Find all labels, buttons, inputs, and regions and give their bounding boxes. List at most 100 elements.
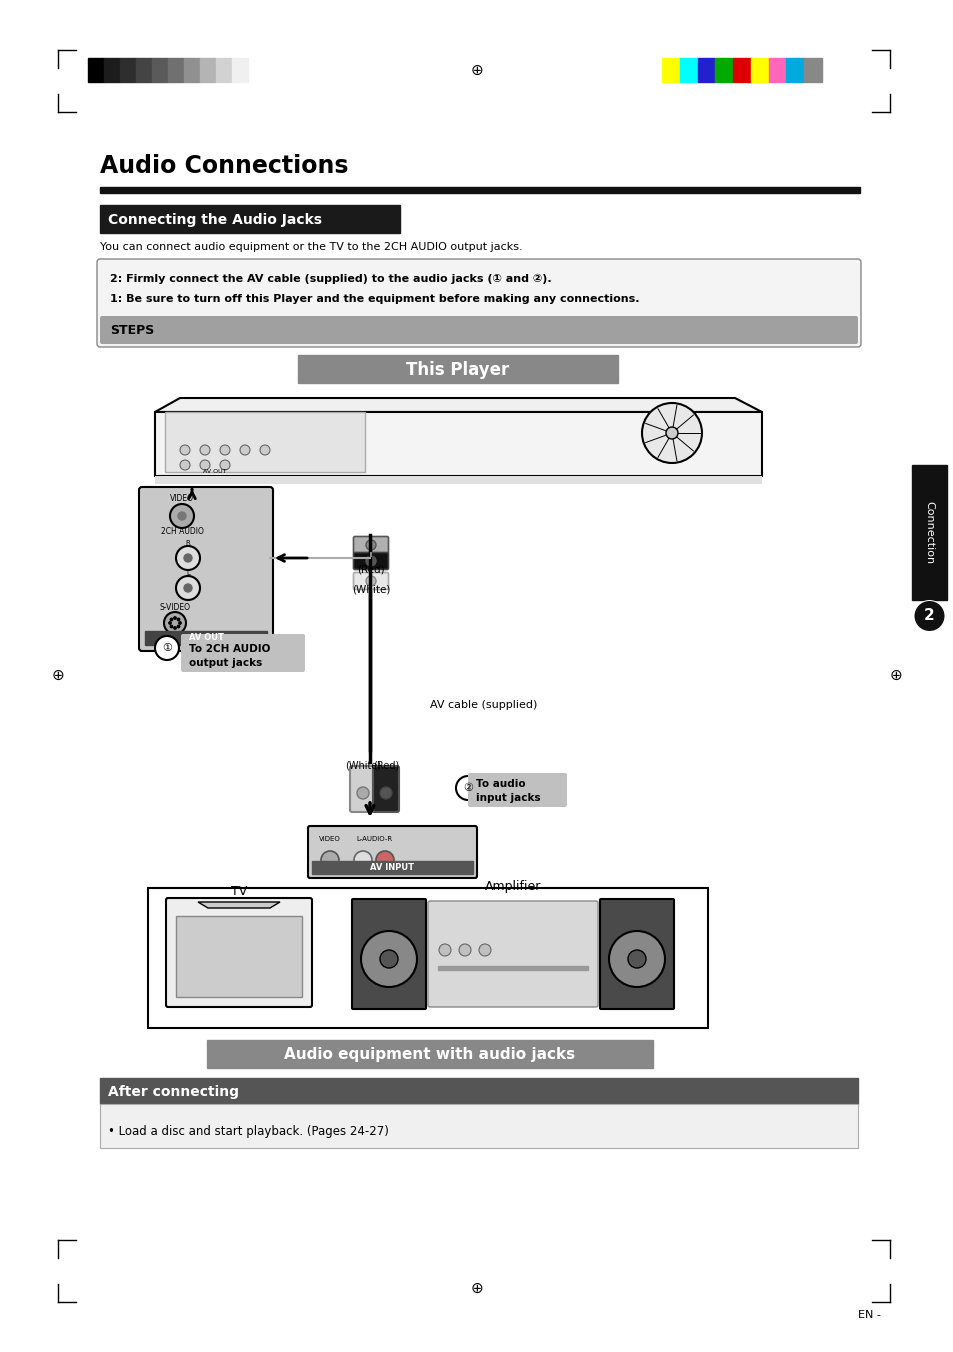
Text: (Red): (Red) <box>373 760 398 771</box>
Circle shape <box>356 787 369 799</box>
Bar <box>100 1078 857 1105</box>
Circle shape <box>379 787 392 799</box>
Circle shape <box>184 554 192 562</box>
Polygon shape <box>154 397 761 412</box>
Text: Amplifier: Amplifier <box>484 880 540 894</box>
Circle shape <box>177 626 179 627</box>
Circle shape <box>175 546 200 571</box>
FancyBboxPatch shape <box>139 487 273 652</box>
Bar <box>768 58 785 82</box>
Text: ⊕: ⊕ <box>470 62 483 77</box>
Circle shape <box>641 403 701 462</box>
Circle shape <box>438 944 451 956</box>
Bar <box>679 58 697 82</box>
Text: AV OUT: AV OUT <box>203 469 227 475</box>
Circle shape <box>375 850 394 869</box>
Text: S-VIDEO: S-VIDEO <box>159 603 191 612</box>
Circle shape <box>354 850 372 869</box>
Text: You can connect audio equipment or the TV to the 2CH AUDIO output jacks.: You can connect audio equipment or the T… <box>100 242 522 251</box>
Circle shape <box>177 618 179 621</box>
FancyBboxPatch shape <box>599 899 673 1009</box>
Circle shape <box>180 445 190 456</box>
Text: TV: TV <box>231 886 247 898</box>
Text: VIDEO: VIDEO <box>319 836 340 842</box>
Bar <box>175 917 302 996</box>
Circle shape <box>175 576 200 600</box>
Circle shape <box>914 602 943 631</box>
Text: ⊕: ⊕ <box>889 668 902 683</box>
Text: After connecting: After connecting <box>108 1086 239 1099</box>
Text: VIDEO: VIDEO <box>170 493 193 503</box>
Text: Audio Connections: Audio Connections <box>100 154 348 178</box>
Circle shape <box>169 622 171 625</box>
Bar <box>697 58 715 82</box>
Circle shape <box>178 512 186 521</box>
Bar <box>715 58 732 82</box>
Bar <box>154 476 761 484</box>
Circle shape <box>200 460 210 470</box>
Circle shape <box>240 445 250 456</box>
Bar <box>148 888 707 1028</box>
Circle shape <box>164 612 186 634</box>
FancyBboxPatch shape <box>100 316 857 343</box>
Circle shape <box>178 622 181 625</box>
Bar <box>184 58 200 82</box>
Bar <box>215 58 232 82</box>
FancyBboxPatch shape <box>166 898 312 1007</box>
Text: AV OUT: AV OUT <box>189 634 223 642</box>
Circle shape <box>456 776 479 800</box>
Text: (Red): (Red) <box>356 564 384 575</box>
Bar <box>136 58 152 82</box>
Circle shape <box>220 445 230 456</box>
Bar <box>104 58 120 82</box>
Bar <box>100 206 399 233</box>
Text: To audio
input jacks: To audio input jacks <box>476 779 540 803</box>
Bar <box>152 58 168 82</box>
Text: ⊕: ⊕ <box>51 668 64 683</box>
Bar <box>232 58 248 82</box>
Bar <box>732 58 750 82</box>
FancyBboxPatch shape <box>308 826 476 877</box>
Text: AV cable (supplied): AV cable (supplied) <box>430 700 537 710</box>
Circle shape <box>200 445 210 456</box>
Circle shape <box>170 618 172 621</box>
FancyBboxPatch shape <box>181 634 305 672</box>
Text: This Player: This Player <box>406 361 509 379</box>
Circle shape <box>173 617 176 619</box>
Circle shape <box>478 944 491 956</box>
Text: To 2CH AUDIO
output jacks: To 2CH AUDIO output jacks <box>189 644 270 668</box>
Circle shape <box>366 539 375 550</box>
Bar <box>168 58 184 82</box>
Text: AV INPUT: AV INPUT <box>370 864 414 872</box>
Text: STEPS: STEPS <box>110 323 154 337</box>
Text: R: R <box>186 539 191 546</box>
Bar <box>100 187 859 193</box>
Text: Connection: Connection <box>923 502 934 564</box>
Bar <box>911 465 946 600</box>
Circle shape <box>366 576 375 585</box>
Circle shape <box>154 635 179 660</box>
Circle shape <box>180 460 190 470</box>
Circle shape <box>320 850 338 869</box>
Bar <box>100 1105 857 1148</box>
Text: 2CH AUDIO: 2CH AUDIO <box>160 527 203 535</box>
Bar <box>165 412 365 472</box>
FancyBboxPatch shape <box>352 899 426 1009</box>
Bar <box>312 861 473 873</box>
Circle shape <box>608 932 664 987</box>
Bar <box>145 631 267 645</box>
Text: (White): (White) <box>352 584 390 594</box>
FancyBboxPatch shape <box>97 260 861 347</box>
FancyBboxPatch shape <box>373 767 398 813</box>
FancyBboxPatch shape <box>428 900 598 1007</box>
Circle shape <box>458 944 471 956</box>
Bar <box>437 965 587 969</box>
Text: ⊕: ⊕ <box>470 1280 483 1295</box>
Text: Audio equipment with audio jacks: Audio equipment with audio jacks <box>284 1048 575 1063</box>
Text: EN -: EN - <box>857 1310 880 1320</box>
Text: 2: Firmly connect the AV cable (supplied) to the audio jacks (① and ②).: 2: Firmly connect the AV cable (supplied… <box>110 274 551 284</box>
Circle shape <box>379 950 397 968</box>
Bar <box>785 58 803 82</box>
Text: 1: Be sure to turn off this Player and the equipment before making any connectio: 1: Be sure to turn off this Player and t… <box>110 293 639 304</box>
Circle shape <box>665 427 678 439</box>
